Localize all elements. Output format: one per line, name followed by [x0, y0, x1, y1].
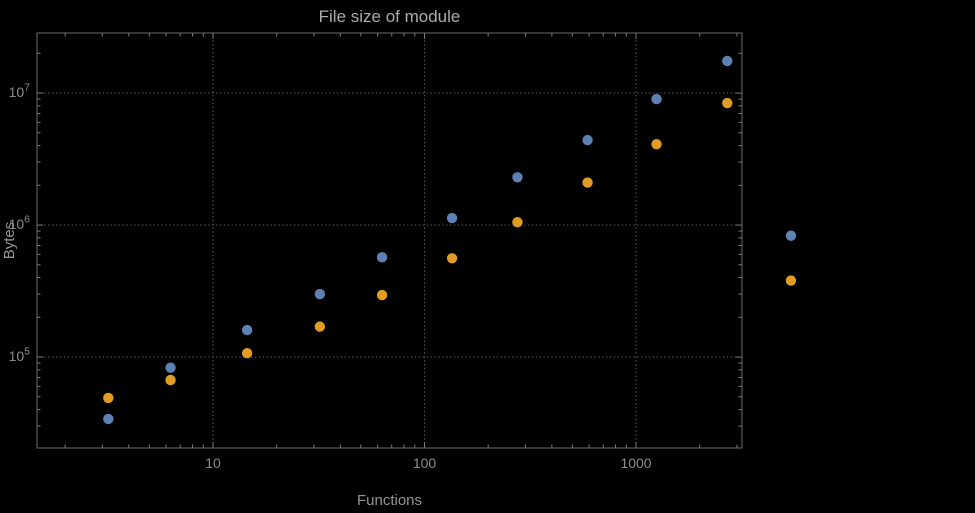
- data-point: [785, 230, 797, 241]
- data-point: [785, 275, 797, 286]
- data-point: [165, 374, 176, 386]
- x-axis-label: Functions: [357, 492, 422, 509]
- data-point: [103, 413, 114, 425]
- x-tick-label: 1000: [620, 455, 651, 471]
- ticks-layer: [37, 33, 742, 448]
- data-point: [512, 217, 523, 228]
- data-point: [651, 93, 662, 105]
- data-point: [314, 321, 326, 332]
- points-layer: [103, 55, 797, 425]
- data-point: [376, 289, 388, 301]
- y-tick-label: 105: [9, 346, 31, 365]
- data-point: [103, 392, 114, 404]
- y-axis-label: Bytes: [1, 222, 18, 260]
- y-tick-label: 107: [9, 82, 31, 101]
- data-point: [446, 212, 458, 224]
- data-point: [512, 172, 523, 183]
- data-point: [376, 252, 388, 263]
- chart-title: File size of module: [319, 7, 461, 26]
- data-point: [722, 97, 733, 109]
- data-point: [582, 177, 593, 188]
- gridlines-layer: [36, 32, 743, 449]
- data-point: [314, 288, 326, 300]
- x-tick-label: 10: [205, 455, 221, 471]
- data-point: [582, 134, 593, 146]
- x-tick-label: 100: [413, 455, 437, 471]
- data-point: [722, 55, 733, 67]
- tick-labels-layer: 10 100 1000 105 106 107: [9, 82, 652, 471]
- data-point: [241, 347, 253, 359]
- data-point: [446, 253, 458, 264]
- data-point: [241, 324, 253, 336]
- plot-frame: [36, 32, 743, 449]
- y-tick-label: 106: [9, 214, 31, 233]
- data-point: [165, 362, 176, 373]
- data-point: [651, 138, 662, 150]
